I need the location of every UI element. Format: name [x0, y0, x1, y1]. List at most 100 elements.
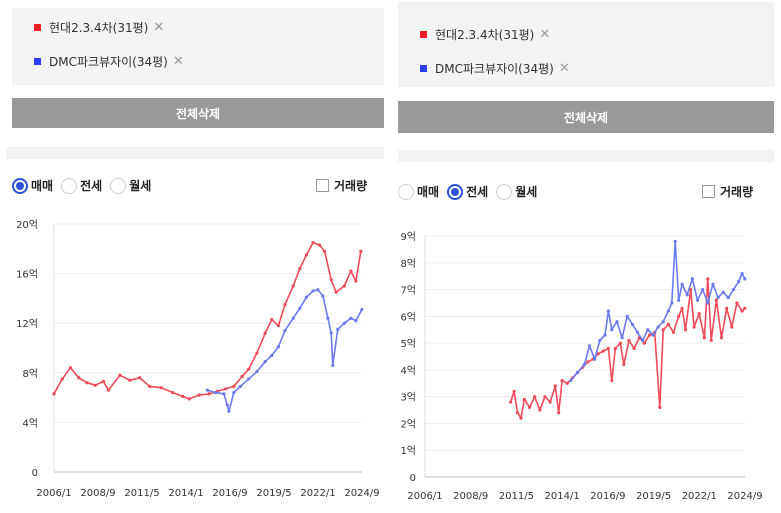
- point-hyundai[interactable]: [247, 367, 251, 371]
- point-hyundai[interactable]: [538, 408, 542, 412]
- point-dmc[interactable]: [569, 379, 573, 383]
- point-hyundai[interactable]: [232, 384, 236, 389]
- point-hyundai[interactable]: [622, 362, 626, 367]
- point-hyundai[interactable]: [666, 322, 670, 326]
- point-hyundai[interactable]: [68, 366, 73, 370]
- point-dmc[interactable]: [298, 306, 302, 310]
- point-dmc[interactable]: [276, 345, 280, 349]
- point-dmc[interactable]: [291, 316, 295, 320]
- point-hyundai[interactable]: [318, 243, 322, 247]
- point-dmc[interactable]: [731, 287, 736, 292]
- radio-monthly[interactable]: 월세: [110, 177, 151, 194]
- point-hyundai[interactable]: [138, 376, 142, 380]
- point-dmc[interactable]: [695, 298, 700, 302]
- point-hyundai[interactable]: [276, 324, 280, 328]
- point-dmc[interactable]: [706, 301, 710, 305]
- point-hyundai[interactable]: [714, 298, 718, 302]
- point-hyundai[interactable]: [52, 392, 56, 396]
- volume-checkbox[interactable]: 거래량: [316, 177, 367, 194]
- point-dmc[interactable]: [603, 333, 607, 337]
- point-dmc[interactable]: [680, 282, 684, 286]
- point-hyundai[interactable]: [560, 379, 564, 383]
- point-dmc[interactable]: [635, 330, 640, 334]
- point-dmc[interactable]: [575, 370, 580, 375]
- point-dmc[interactable]: [726, 295, 730, 300]
- point-hyundai[interactable]: [522, 397, 527, 401]
- remove-x-icon[interactable]: ✕: [153, 20, 165, 35]
- delete-all-button[interactable]: 전체삭제: [12, 98, 384, 128]
- point-hyundai[interactable]: [596, 352, 600, 356]
- point-dmc[interactable]: [336, 327, 340, 331]
- point-dmc[interactable]: [304, 295, 309, 299]
- point-dmc[interactable]: [587, 344, 592, 348]
- point-hyundai[interactable]: [565, 381, 569, 385]
- point-dmc[interactable]: [329, 331, 333, 335]
- remove-x-icon[interactable]: ✕: [558, 61, 570, 76]
- point-hyundai[interactable]: [159, 386, 163, 390]
- point-hyundai[interactable]: [658, 405, 662, 409]
- point-hyundai[interactable]: [632, 346, 636, 351]
- point-hyundai[interactable]: [610, 379, 614, 383]
- point-hyundai[interactable]: [329, 278, 333, 282]
- delete-all-button[interactable]: 전체삭제: [398, 101, 774, 133]
- point-dmc[interactable]: [225, 403, 229, 407]
- point-hyundai[interactable]: [311, 241, 315, 245]
- point-hyundai[interactable]: [677, 314, 681, 318]
- point-hyundai[interactable]: [613, 346, 617, 351]
- point-hyundai[interactable]: [298, 267, 302, 271]
- point-hyundai[interactable]: [735, 301, 739, 305]
- point-dmc[interactable]: [661, 320, 665, 324]
- point-hyundai[interactable]: [85, 381, 89, 385]
- point-hyundai[interactable]: [601, 349, 605, 353]
- point-hyundai[interactable]: [618, 341, 622, 345]
- point-dmc[interactable]: [666, 309, 670, 313]
- point-dmc[interactable]: [716, 295, 720, 300]
- point-dmc[interactable]: [582, 362, 587, 367]
- radio-jeonse[interactable]: 전세: [447, 183, 488, 200]
- point-dmc[interactable]: [354, 319, 358, 323]
- point-dmc[interactable]: [349, 316, 353, 320]
- point-dmc[interactable]: [737, 279, 741, 284]
- point-hyundai[interactable]: [240, 374, 244, 379]
- point-dmc[interactable]: [630, 322, 634, 326]
- point-dmc[interactable]: [743, 277, 747, 281]
- radio-sale[interactable]: 매매: [398, 183, 439, 200]
- point-dmc[interactable]: [263, 360, 267, 364]
- radio-monthly[interactable]: 월세: [496, 183, 537, 200]
- point-hyundai[interactable]: [557, 411, 561, 415]
- point-dmc[interactable]: [321, 294, 325, 298]
- point-hyundai[interactable]: [527, 405, 532, 409]
- point-hyundai[interactable]: [148, 384, 152, 389]
- point-dmc[interactable]: [270, 353, 274, 358]
- point-dmc[interactable]: [342, 321, 346, 325]
- point-hyundai[interactable]: [187, 397, 191, 401]
- point-hyundai[interactable]: [706, 277, 710, 281]
- point-hyundai[interactable]: [181, 394, 185, 398]
- point-hyundai[interactable]: [725, 306, 729, 310]
- point-hyundai[interactable]: [515, 411, 520, 415]
- point-dmc[interactable]: [598, 338, 602, 343]
- point-dmc[interactable]: [646, 328, 650, 332]
- point-dmc[interactable]: [360, 307, 364, 312]
- point-hyundai[interactable]: [661, 328, 665, 332]
- point-hyundai[interactable]: [692, 325, 696, 329]
- point-hyundai[interactable]: [349, 269, 353, 273]
- point-hyundai[interactable]: [77, 376, 81, 380]
- point-hyundai[interactable]: [270, 317, 274, 322]
- point-hyundai[interactable]: [586, 360, 590, 364]
- radio-jeonse[interactable]: 전세: [61, 177, 102, 194]
- point-hyundai[interactable]: [553, 384, 557, 388]
- point-dmc[interactable]: [227, 409, 231, 413]
- point-hyundai[interactable]: [642, 341, 646, 345]
- point-hyundai[interactable]: [197, 393, 201, 397]
- point-dmc[interactable]: [620, 336, 624, 340]
- point-dmc[interactable]: [610, 328, 614, 332]
- point-hyundai[interactable]: [354, 279, 358, 283]
- point-hyundai[interactable]: [291, 284, 295, 288]
- point-dmc[interactable]: [283, 329, 287, 333]
- point-hyundai[interactable]: [342, 284, 346, 288]
- point-hyundai[interactable]: [548, 400, 552, 404]
- point-hyundai[interactable]: [683, 328, 688, 332]
- point-hyundai[interactable]: [519, 416, 523, 420]
- point-hyundai[interactable]: [709, 338, 713, 343]
